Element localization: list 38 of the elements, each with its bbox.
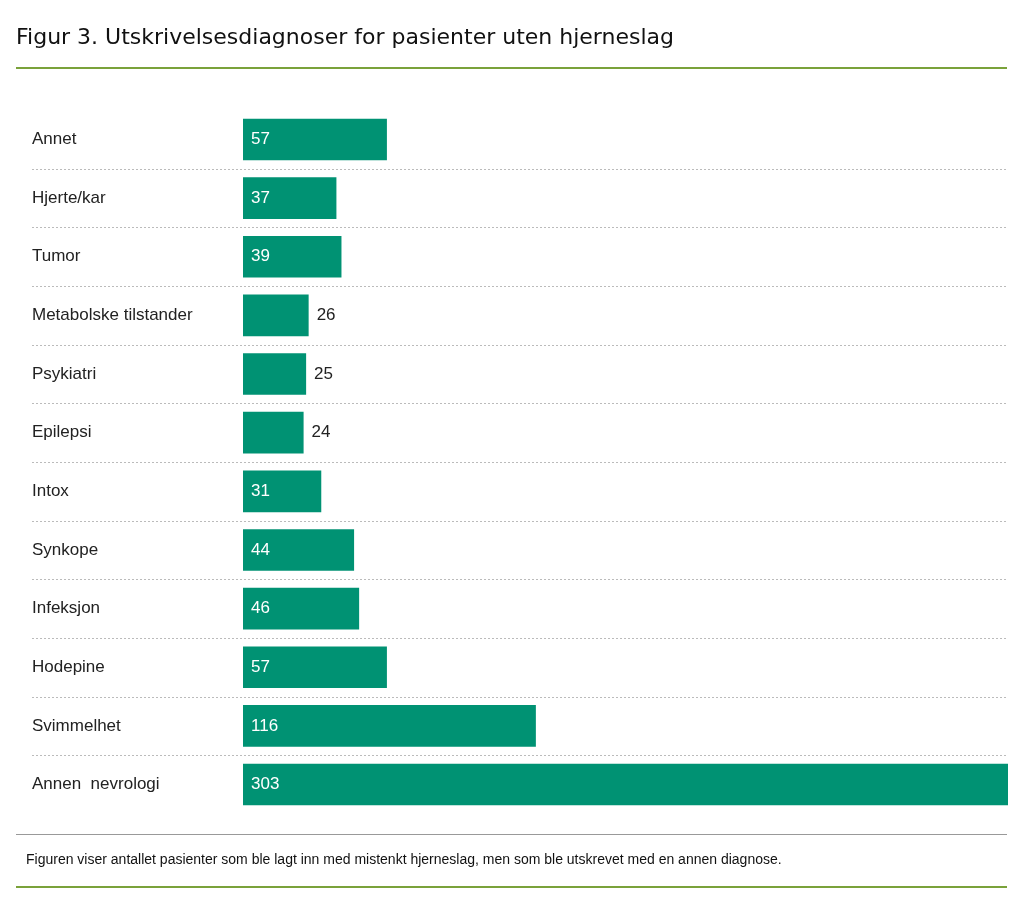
y-tick-label: Hjerte/kar — [32, 187, 107, 207]
bar — [243, 294, 309, 337]
y-tick-label: Epilepsi — [32, 422, 92, 442]
bar — [243, 646, 387, 689]
bar — [243, 705, 536, 747]
data-label: 46 — [251, 598, 270, 618]
y-tick-label: Hodepine — [32, 656, 105, 676]
bar — [243, 470, 322, 513]
bar — [243, 587, 360, 630]
data-label: 44 — [251, 539, 270, 559]
data-label: 37 — [251, 187, 270, 207]
y-tick-label: Annen nevrologi — [32, 774, 160, 794]
data-label: 116 — [251, 715, 279, 735]
bar — [243, 177, 337, 219]
y-tick-label: Psykiatri — [32, 363, 97, 383]
data-label: 31 — [251, 481, 270, 500]
data-label: 303 — [251, 774, 280, 794]
bar — [243, 353, 307, 395]
y-tick-label: Infeksjon — [32, 598, 101, 618]
data-label: 39 — [251, 246, 270, 266]
y-tick-label: Metabolske tilstander — [32, 305, 193, 325]
bar — [243, 529, 355, 571]
bar — [243, 411, 304, 454]
data-label: 26 — [316, 305, 336, 325]
y-tick-label: Tumor — [32, 246, 81, 266]
y-tick-label: Annet — [32, 129, 77, 149]
data-label: 57 — [251, 656, 270, 676]
text: Figuren viser antallet pasienter som ble lagt inn med mistenkt hjerneslag, men som ble utskrevet med en annen diagnose. — [26, 851, 782, 867]
data-label: 24 — [311, 422, 331, 442]
chart-title: Figur 3. Utskrivelsesdiagnoser for pasienter uten hjerneslag — [16, 24, 675, 49]
y-tick-label: Intox — [32, 481, 70, 500]
bar — [243, 235, 342, 278]
y-tick-label: Svimmelhet — [32, 715, 122, 735]
bar — [243, 118, 387, 161]
data-label: 25 — [314, 363, 334, 383]
y-tick-label: Synkope — [32, 539, 99, 559]
bar — [243, 763, 1008, 806]
data-label: 57 — [251, 129, 270, 149]
